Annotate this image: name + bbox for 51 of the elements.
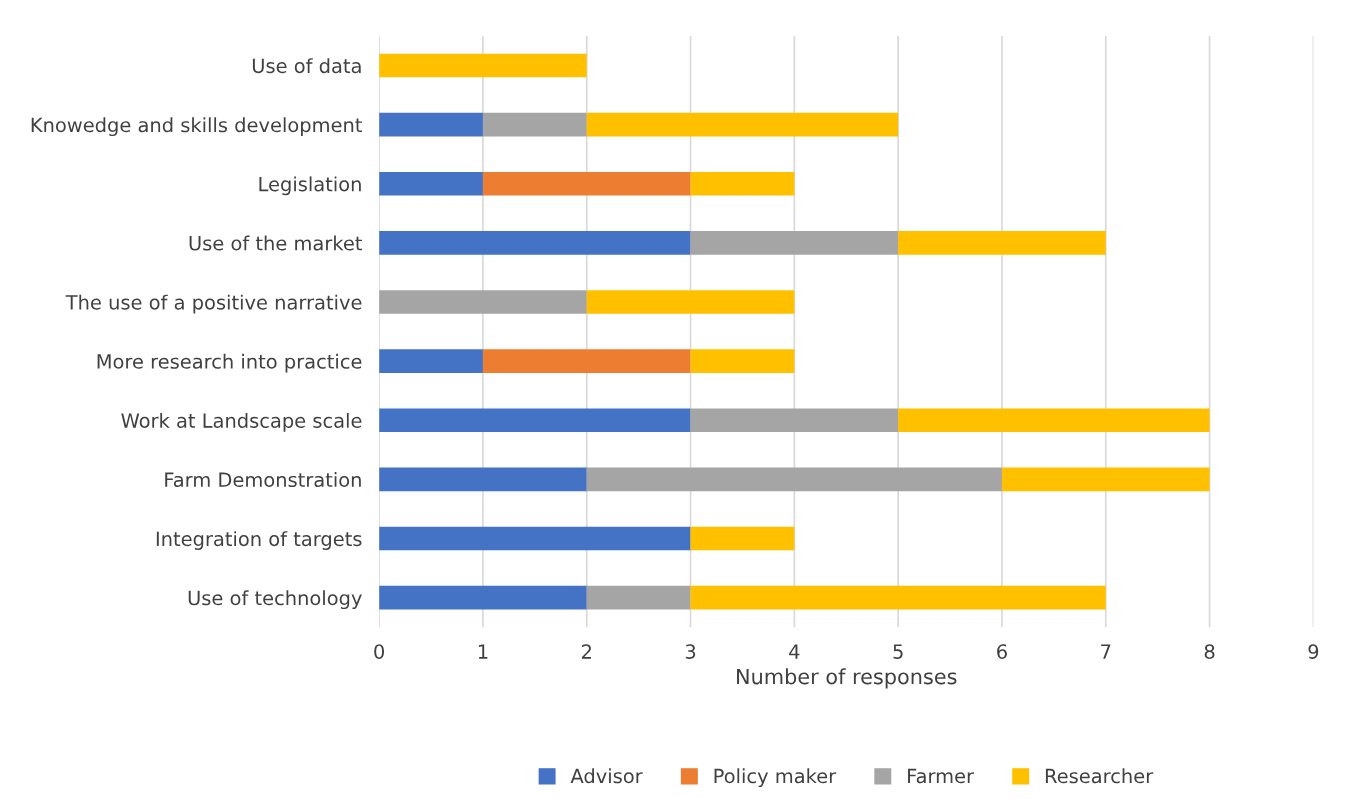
x-tick-label: 3: [685, 644, 696, 659]
bar: [379, 526, 691, 551]
legend-label: Policy maker: [714, 768, 837, 788]
bar: [1001, 467, 1210, 492]
bar: [379, 349, 483, 373]
bar: [379, 53, 587, 78]
bar: [482, 349, 691, 373]
x-tick-label: 9: [1308, 644, 1319, 659]
bar: [690, 231, 899, 255]
y-tick-label: Farm Demonstration: [165, 472, 361, 488]
bar: [690, 408, 899, 433]
bar: [898, 231, 1106, 255]
y-tick-label: Use of data: [252, 58, 361, 74]
y-tick-label: Use of technology: [188, 590, 362, 610]
bar: [379, 112, 483, 137]
bar: [379, 171, 483, 196]
bar: [379, 467, 587, 492]
bar: [898, 408, 1210, 433]
bar: [690, 526, 795, 551]
bar: [586, 290, 795, 314]
y-tick-label: Use of the market: [189, 235, 362, 251]
y-tick-label: Legislation: [259, 176, 361, 196]
y-tick-label: Work at Landscape scale: [121, 412, 362, 432]
x-axis-title: Number of responses: [737, 668, 957, 689]
bar: [586, 585, 691, 610]
bar: [482, 171, 691, 196]
y-tick-label: Knowedge and skills development: [31, 117, 362, 137]
bar: [482, 112, 587, 137]
x-tick-label: 1: [478, 644, 488, 659]
x-tick-label: 2: [581, 644, 591, 659]
bar: [379, 290, 587, 314]
bar: [379, 585, 587, 610]
y-tick-label: The use of a positive narrative: [65, 294, 362, 314]
x-tick-label: 5: [893, 644, 903, 659]
bar: [690, 349, 795, 373]
bar: [379, 231, 691, 255]
x-tick-label: 7: [1101, 644, 1111, 659]
bar: [690, 171, 795, 196]
x-tick-label: 6: [997, 644, 1007, 659]
bar: [379, 408, 691, 433]
y-tick-label: Integration of targets: [156, 531, 362, 550]
y-tick-label: More research into practice: [97, 353, 362, 373]
bar: [690, 585, 1106, 610]
x-tick-label: 4: [789, 644, 800, 659]
bar: [586, 467, 1002, 492]
x-tick-label: 0: [374, 644, 385, 659]
bar: [586, 112, 899, 137]
legend-label: Farmer: [908, 768, 975, 784]
legend-label: Researcher: [1045, 768, 1154, 784]
x-tick-label: 8: [1204, 644, 1215, 659]
legend-label: Advisor: [570, 768, 643, 784]
